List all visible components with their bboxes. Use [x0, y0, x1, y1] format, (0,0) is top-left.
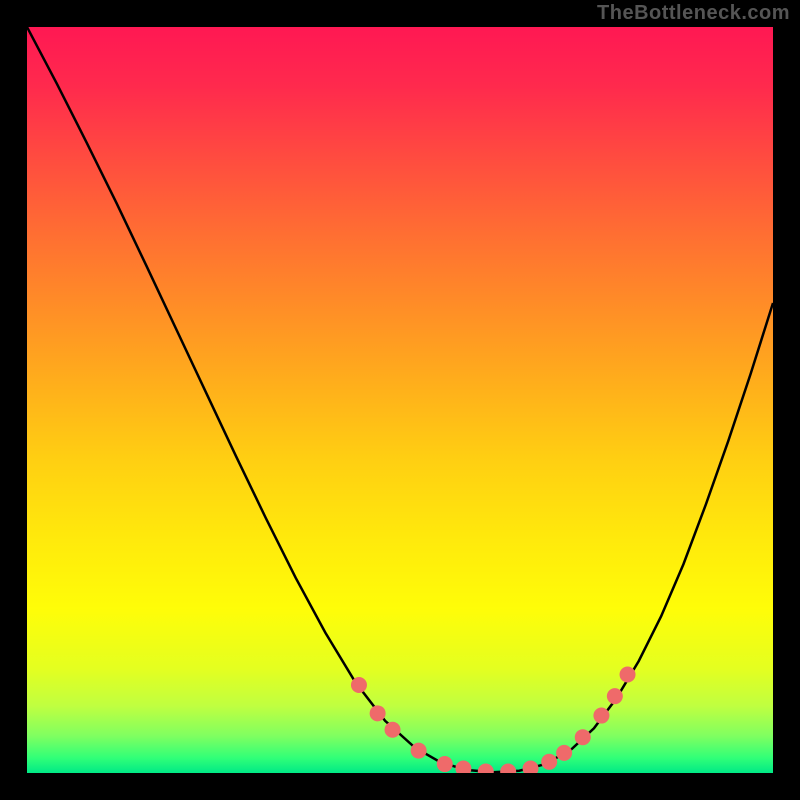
bottleneck-curve — [27, 27, 773, 772]
watermark-text: TheBottleneck.com — [597, 2, 790, 25]
curve-marker — [593, 708, 609, 724]
curve-marker — [575, 729, 591, 745]
curve-marker — [385, 722, 401, 738]
chart-container: TheBottleneck.com — [0, 0, 800, 800]
curve-marker — [411, 743, 427, 759]
plot-area — [27, 27, 773, 773]
curve-marker — [370, 705, 386, 721]
curve-marker — [620, 667, 636, 683]
curve-marker — [455, 761, 471, 773]
curve-markers — [351, 667, 636, 773]
curve-marker — [607, 688, 623, 704]
curve-marker — [523, 761, 539, 773]
curve-marker — [500, 764, 516, 773]
curve-marker — [478, 764, 494, 773]
curve-marker — [541, 754, 557, 770]
curve-marker — [437, 756, 453, 772]
chart-svg — [27, 27, 773, 773]
curve-marker — [351, 677, 367, 693]
curve-marker — [556, 745, 572, 761]
